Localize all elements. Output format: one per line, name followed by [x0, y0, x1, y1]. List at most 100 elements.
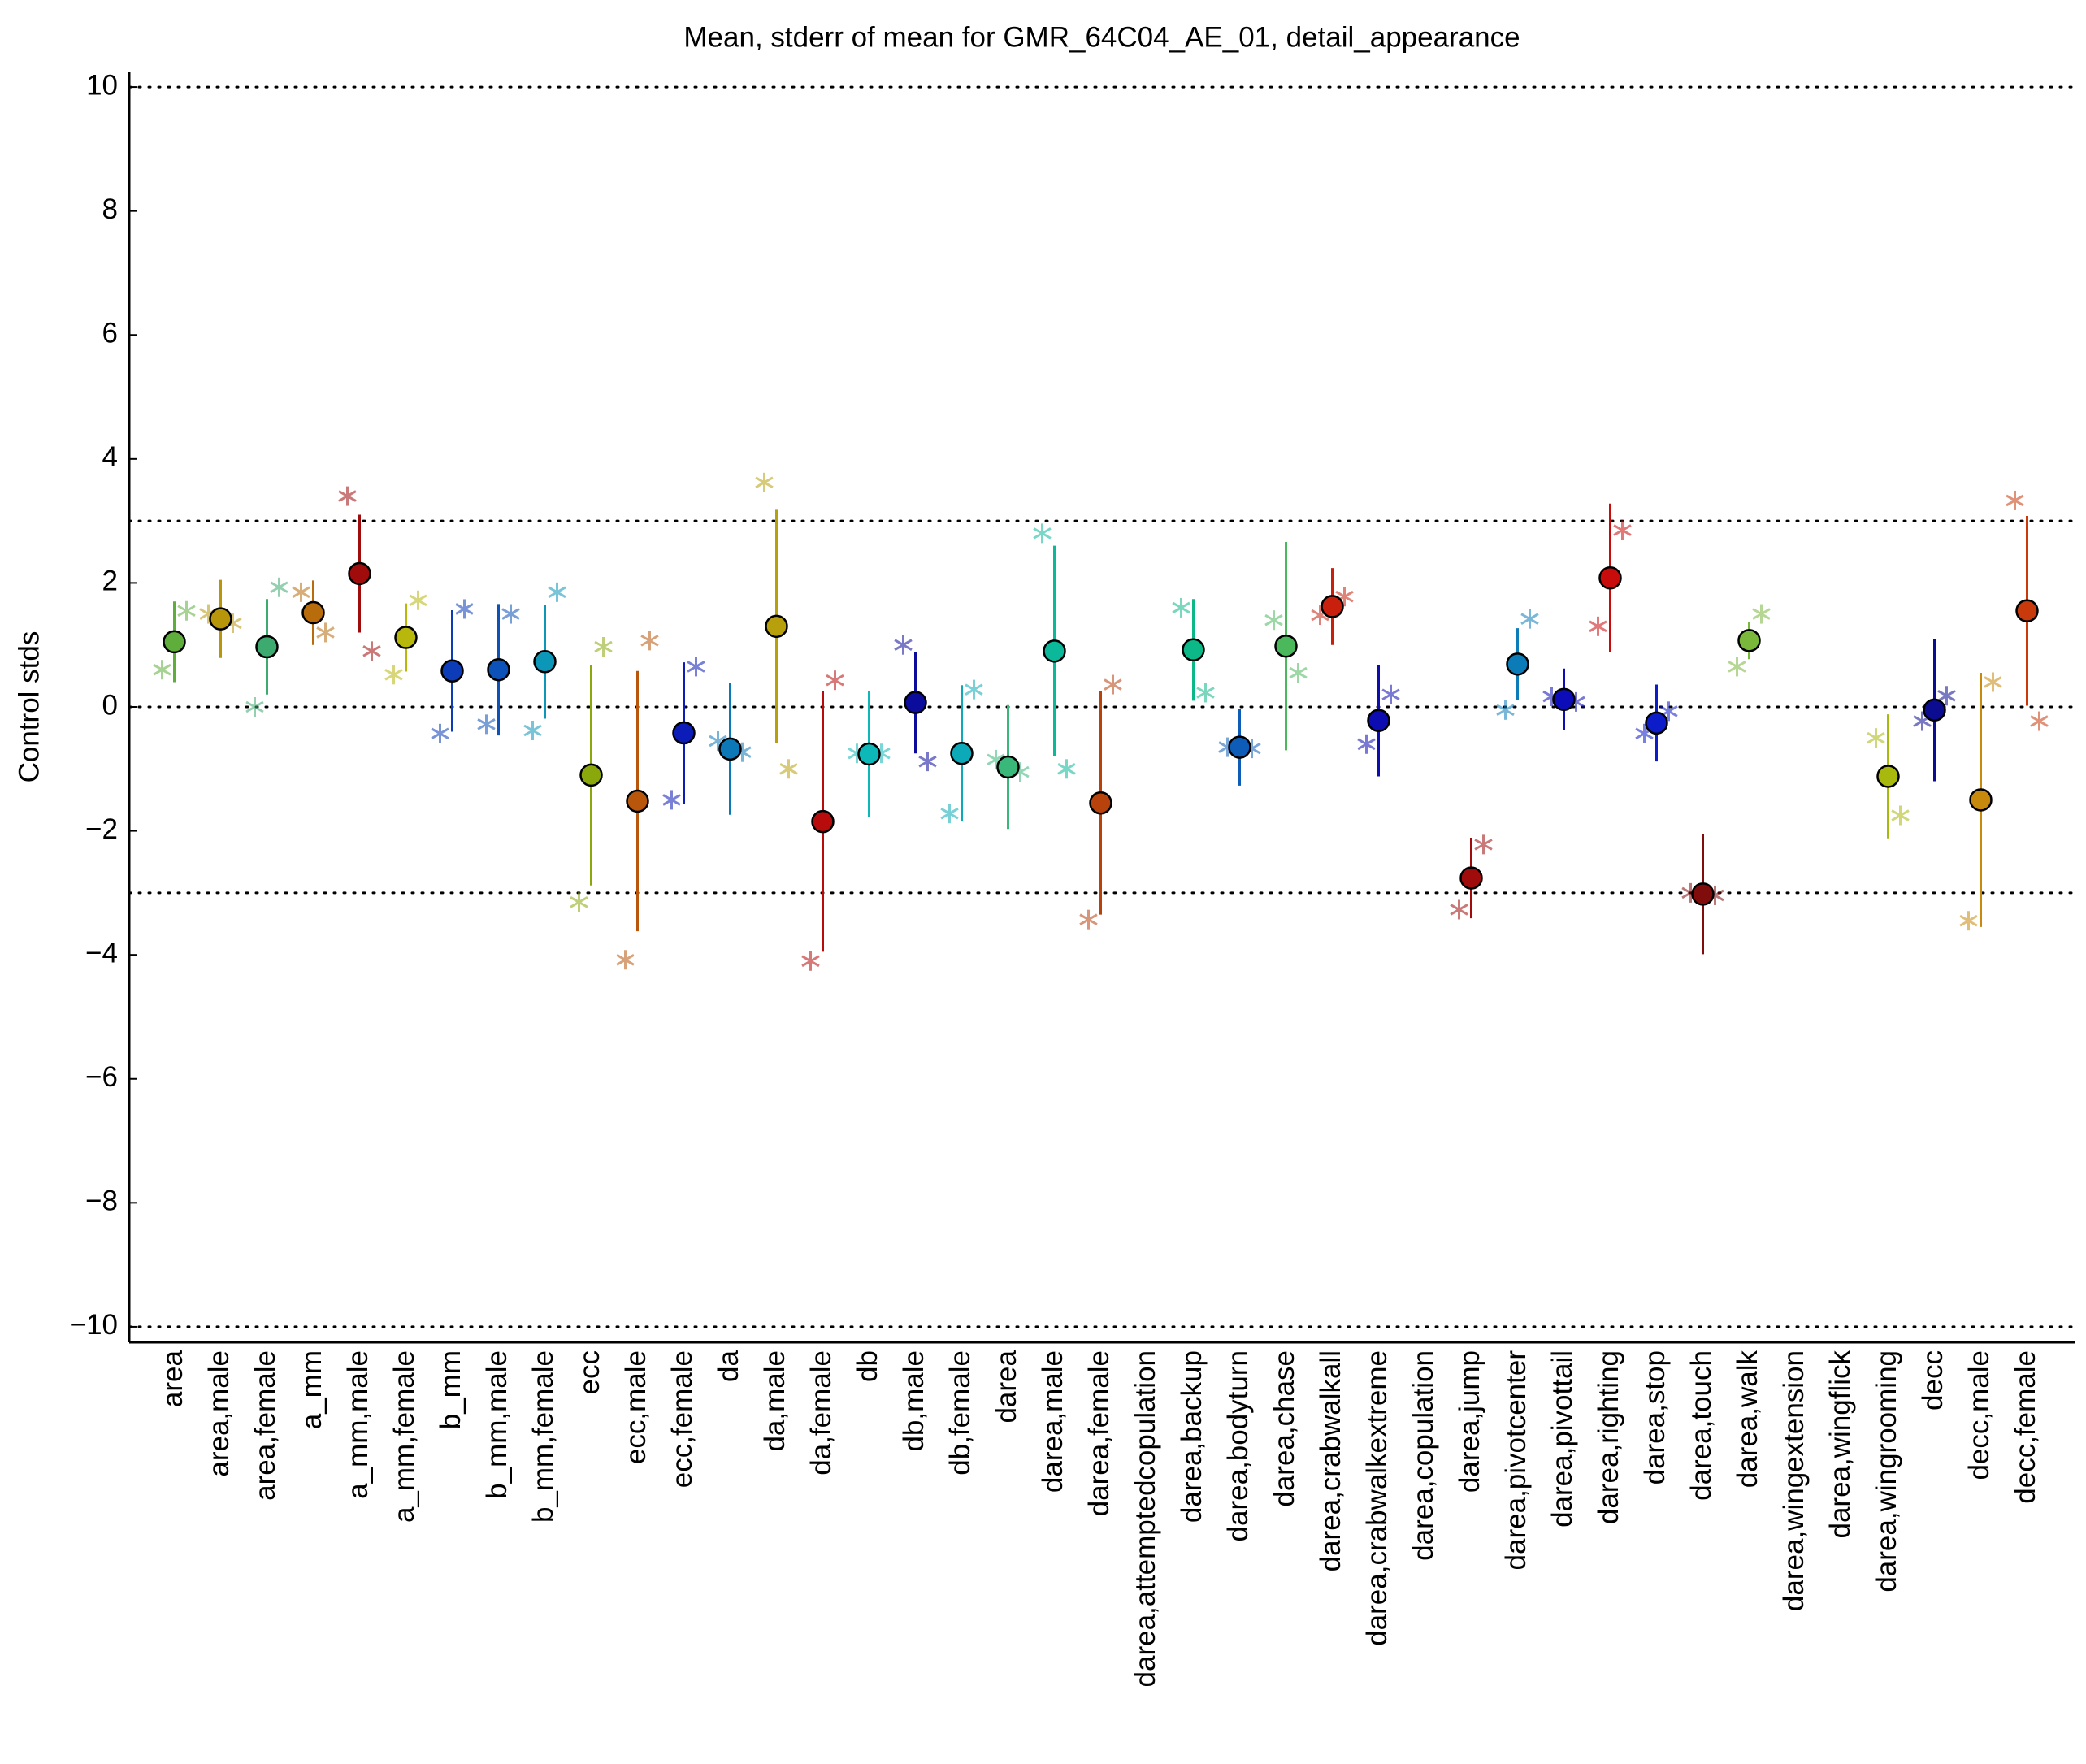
star-marker	[501, 604, 520, 624]
mean-marker	[301, 600, 325, 625]
star-stroke	[153, 663, 171, 676]
mean-marker	[1506, 652, 1529, 676]
x-tick-label: darea,bodyturn	[1222, 1350, 1254, 1541]
star-stroke	[1104, 678, 1122, 691]
star-marker	[594, 636, 613, 657]
star-marker	[2030, 711, 2049, 731]
star-marker	[1474, 834, 1493, 855]
x-tick-label: area	[157, 1350, 189, 1407]
x-tick-label: darea,backup	[1176, 1350, 1208, 1523]
star-stroke	[687, 661, 705, 673]
star-marker	[316, 622, 335, 643]
star-marker	[292, 582, 310, 602]
star-stroke	[1079, 913, 1098, 925]
star-stroke	[1381, 688, 1400, 701]
star-marker	[1613, 520, 1632, 540]
mean-marker	[1923, 698, 1946, 722]
x-tick-label: b_mm	[435, 1350, 466, 1429]
mean-marker	[626, 789, 649, 813]
mean-marker	[857, 742, 881, 766]
star-marker	[894, 635, 913, 655]
star-stroke	[918, 755, 937, 768]
star-stroke	[1728, 661, 1746, 673]
x-tick-label: darea,walk	[1732, 1350, 1763, 1489]
y-tick-label: −2	[85, 813, 118, 845]
star-marker	[755, 472, 774, 492]
x-tick-label: darea,crabwalkextreme	[1361, 1350, 1393, 1646]
mean-marker	[1182, 638, 1205, 662]
star-marker	[177, 600, 196, 621]
star-marker	[1496, 700, 1515, 720]
star-marker	[687, 657, 705, 677]
star-stroke	[709, 735, 727, 748]
x-tick-label: da	[713, 1350, 744, 1381]
x-tick-label: area,male	[203, 1350, 235, 1477]
star-stroke	[2030, 715, 2049, 727]
mean-marker	[1876, 765, 1900, 788]
star-stroke	[801, 955, 820, 968]
star-marker	[1984, 672, 2002, 692]
star-stroke	[965, 683, 983, 696]
x-tick-label: darea,crabwalkall	[1315, 1350, 1347, 1571]
x-tick-label: db,female	[944, 1350, 976, 1476]
x-tick-label: a_mm,male	[342, 1350, 374, 1499]
star-stroke	[1937, 689, 1956, 702]
star-stroke	[409, 594, 427, 607]
mean-marker	[904, 691, 927, 714]
x-tick-label: b_mm,female	[527, 1350, 559, 1523]
star-marker	[1079, 909, 1098, 930]
mean-marker	[718, 737, 742, 761]
star-marker	[779, 759, 798, 779]
mean-marker	[1969, 788, 1993, 812]
star-marker	[362, 641, 381, 661]
y-tick-label: −8	[85, 1185, 118, 1217]
star-marker	[1937, 686, 1956, 706]
mean-marker	[996, 755, 1020, 779]
mean-marker	[209, 607, 232, 631]
star-marker	[384, 665, 403, 685]
star-marker	[570, 892, 588, 912]
star-stroke	[1613, 524, 1632, 536]
star-marker	[477, 714, 496, 735]
star-marker	[1264, 610, 1283, 631]
mean-marker	[1598, 566, 1622, 590]
star-stroke	[755, 476, 774, 489]
star-stroke	[1496, 704, 1515, 717]
mean-marker	[1367, 709, 1390, 733]
star-marker	[2006, 490, 2024, 510]
star-marker	[1520, 609, 1539, 629]
star-stroke	[662, 794, 681, 806]
mean-marker	[440, 659, 464, 683]
mean-marker	[255, 635, 279, 659]
star-marker	[1172, 597, 1190, 618]
y-tick-label: 2	[102, 566, 118, 597]
x-tick-label: darea,male	[1037, 1350, 1069, 1493]
x-tick-label: decc,male	[1963, 1350, 1995, 1480]
y-tick-label: −6	[85, 1061, 118, 1093]
x-tick-label: darea,female	[1083, 1350, 1115, 1516]
x-tick-label: b_mm,male	[481, 1350, 513, 1499]
star-stroke	[1289, 666, 1308, 679]
star-stroke	[1520, 613, 1539, 625]
mean-marker	[579, 763, 603, 787]
star-marker	[662, 790, 681, 810]
mean-marker	[163, 630, 186, 654]
star-stroke	[455, 603, 474, 615]
star-marker	[1381, 684, 1400, 704]
star-marker	[270, 577, 288, 597]
y-tick-label: −10	[70, 1309, 118, 1341]
star-stroke	[1959, 914, 1978, 927]
star-marker	[409, 590, 427, 610]
star-stroke	[1264, 613, 1283, 626]
x-tick-label: darea,stop	[1639, 1350, 1671, 1484]
star-marker	[1450, 899, 1468, 920]
star-marker	[1104, 674, 1122, 695]
x-tick-label: darea,wingrooming	[1871, 1350, 1902, 1593]
mean-marker	[394, 626, 418, 649]
star-marker	[801, 951, 820, 971]
x-tick-label: darea,righting	[1593, 1350, 1624, 1524]
star-marker	[431, 723, 449, 743]
mean-marker	[1552, 687, 1576, 712]
star-stroke	[640, 635, 659, 647]
y-tick-label: −4	[85, 937, 118, 969]
